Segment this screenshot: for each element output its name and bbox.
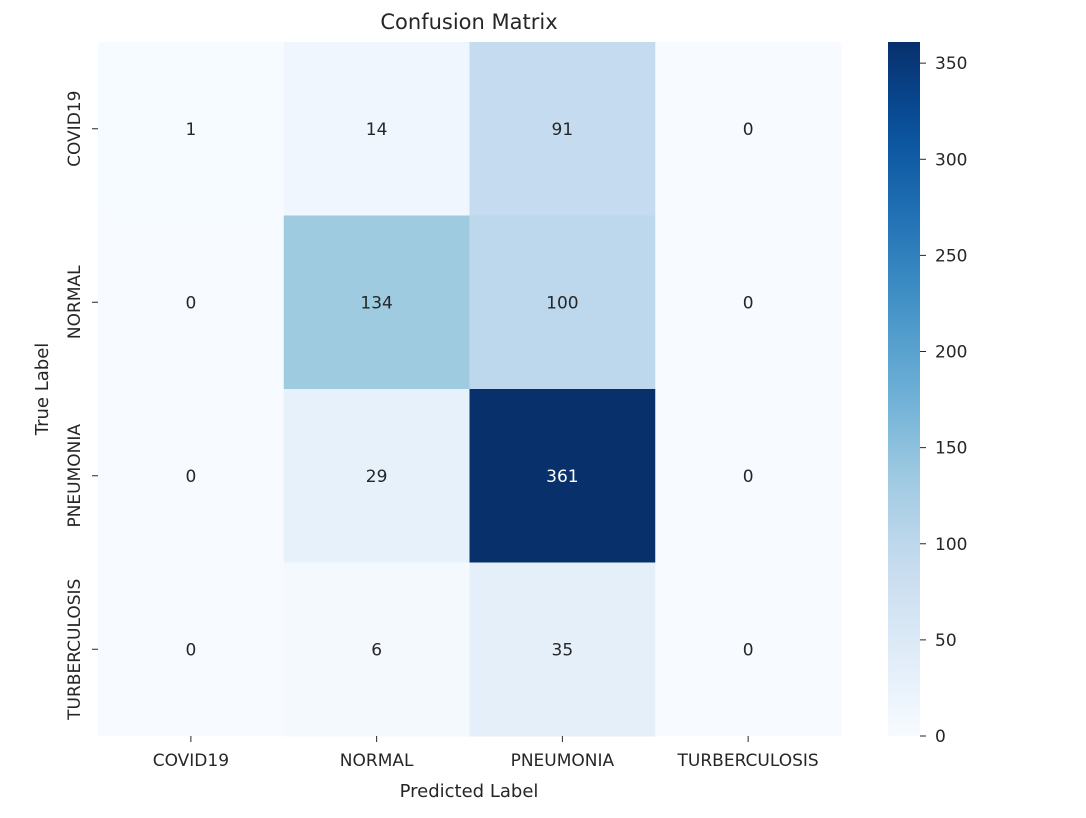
cell-value-label: 6 — [371, 640, 382, 660]
y-axis-label: True Label — [32, 343, 53, 437]
cell-value-label: 14 — [366, 120, 388, 140]
colorbar-tick-label: 350 — [935, 54, 967, 74]
cell-value-label: 0 — [743, 467, 754, 487]
cell-value-label: 0 — [743, 120, 754, 140]
cell-value-label: 100 — [546, 293, 578, 313]
cell-value-label: 361 — [546, 467, 578, 487]
cell-value-label: 0 — [743, 640, 754, 660]
colorbar-ticks: 0 50 100 150 200 250 300 350 — [920, 54, 967, 747]
cell-value-label: 29 — [366, 467, 388, 487]
x-tick-label: PNEUMONIA — [511, 751, 615, 771]
y-tick-label: PNEUMONIA — [65, 424, 85, 528]
y-axis-ticks: COVID19 NORMAL PNEUMONIA TURBERCULOSIS — [65, 91, 98, 721]
y-tick-label: COVID19 — [65, 91, 85, 167]
cell-value-label: 0 — [185, 293, 196, 313]
heatmap-cells — [98, 42, 842, 737]
chart-title: Confusion Matrix — [380, 10, 557, 34]
x-tick-label: NORMAL — [340, 751, 414, 771]
cell-value-label: 0 — [743, 293, 754, 313]
cell-value-label: 1 — [185, 120, 196, 140]
colorbar-tick-label: 250 — [935, 246, 967, 266]
cell-value-label: 134 — [360, 293, 392, 313]
colorbar-tick-label: 0 — [935, 727, 946, 747]
colorbar-tick-label: 300 — [935, 150, 967, 170]
cell-value-label: 0 — [185, 640, 196, 660]
cell-value-label: 91 — [552, 120, 574, 140]
x-axis-ticks: COVID19 NORMAL PNEUMONIA TURBERCULOSIS — [153, 736, 819, 771]
x-axis-label: Predicted Label — [400, 781, 539, 802]
cell-value-label: 35 — [552, 640, 574, 660]
colorbar-tick-label: 100 — [935, 535, 967, 555]
cell-value-label: 0 — [185, 467, 196, 487]
colorbar-tick-label: 150 — [935, 439, 967, 459]
colorbar-tick-label: 200 — [935, 343, 967, 363]
y-tick-label: NORMAL — [65, 265, 85, 339]
colorbar — [888, 42, 920, 736]
y-tick-label: TURBERCULOSIS — [65, 579, 85, 721]
x-tick-label: COVID19 — [153, 751, 229, 771]
colorbar-tick-label: 50 — [935, 631, 957, 651]
x-tick-label: TURBERCULOSIS — [677, 751, 819, 771]
